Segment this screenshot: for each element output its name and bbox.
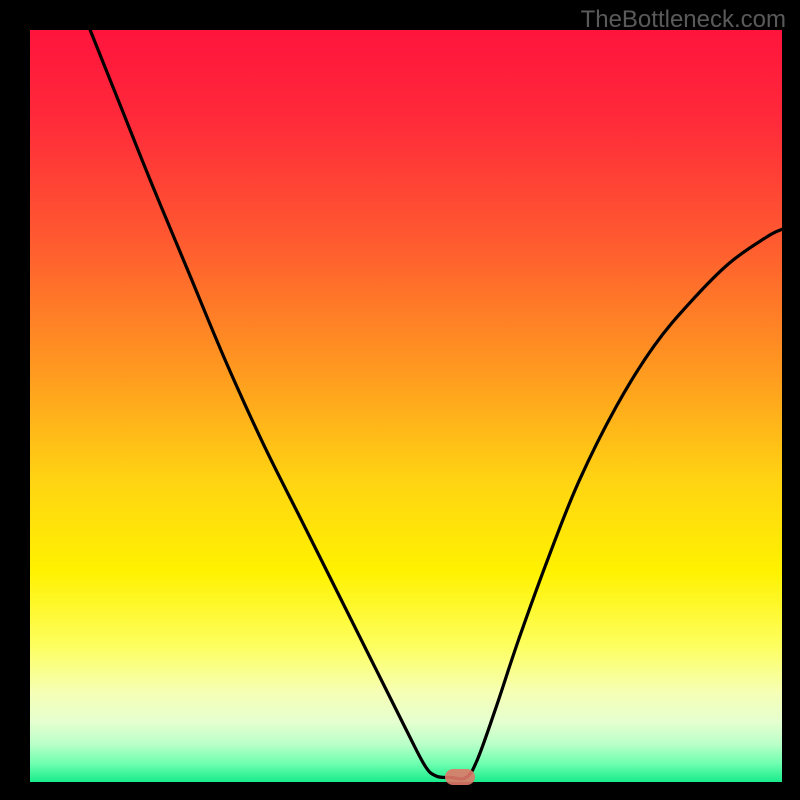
bottleneck-curve [30,30,782,782]
chart-frame: TheBottleneck.com [0,0,800,800]
optimum-marker-icon [445,769,475,785]
plot-area [30,30,782,782]
